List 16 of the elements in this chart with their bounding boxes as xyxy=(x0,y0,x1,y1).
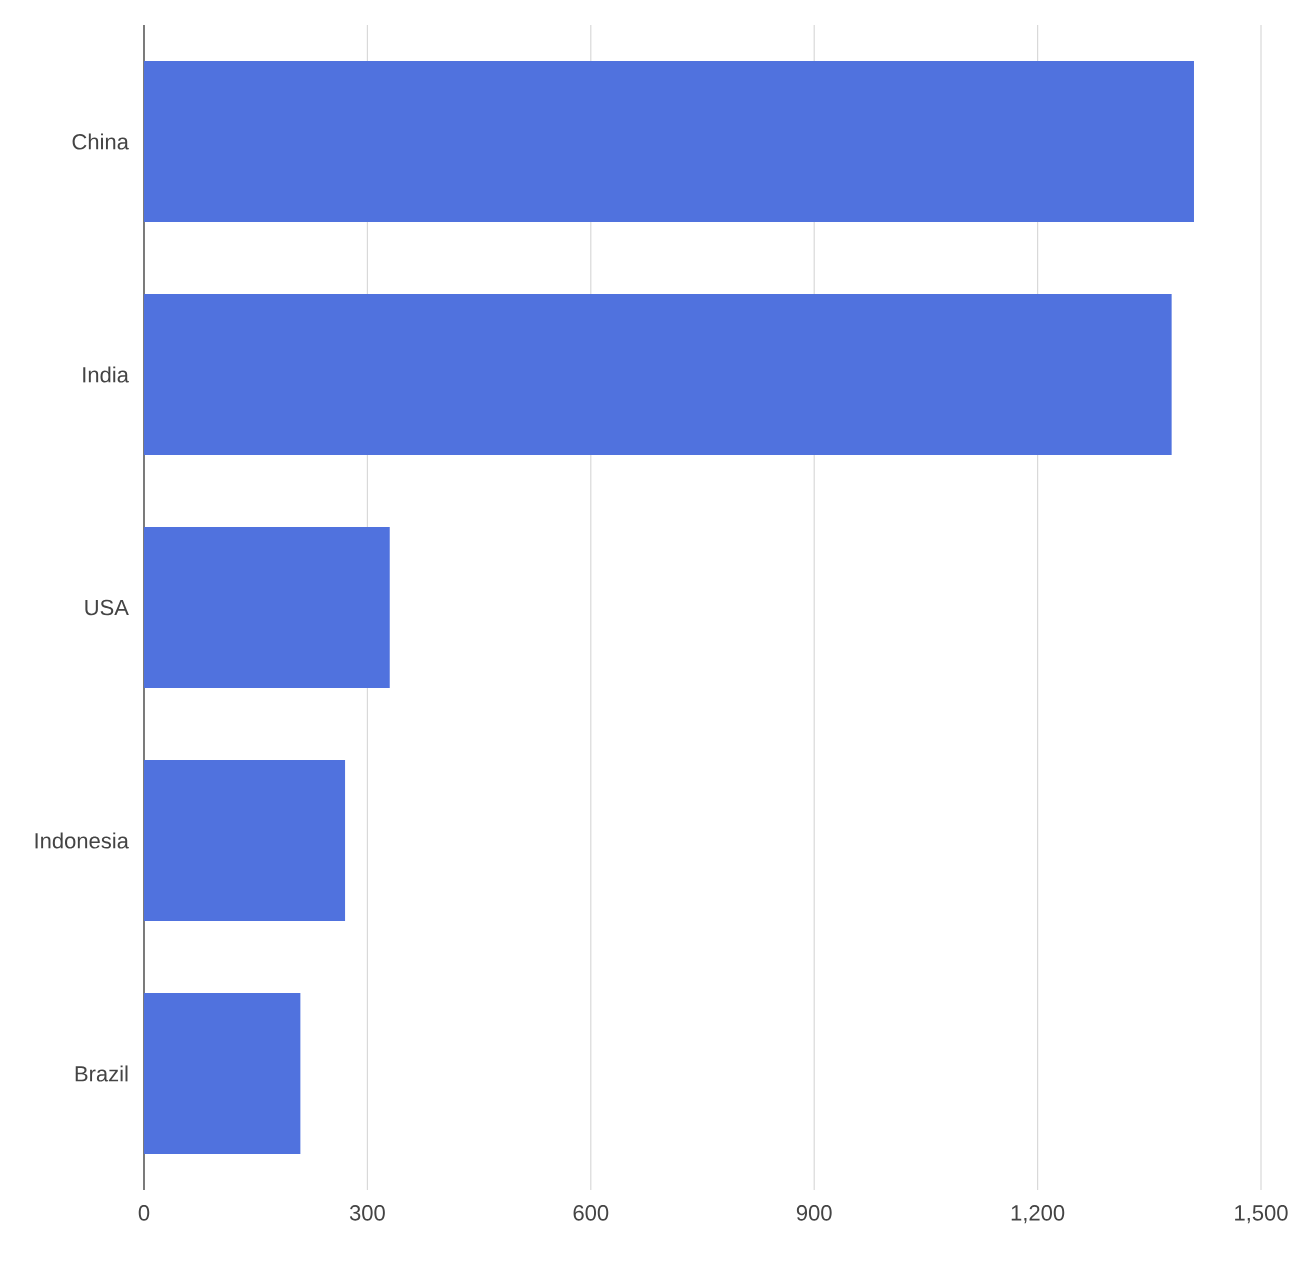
bar xyxy=(144,527,390,688)
bar xyxy=(144,993,301,1154)
y-tick-label: China xyxy=(72,133,129,150)
y-tick-label: Indonesia xyxy=(35,832,129,849)
y-tick-label: India xyxy=(83,366,129,383)
y-tick-label: Brazil xyxy=(75,1065,128,1082)
bar xyxy=(144,294,1172,455)
bar xyxy=(144,61,1194,222)
bar xyxy=(144,760,346,921)
x-tick-label: 1,500 xyxy=(1235,1205,1288,1224)
x-tick-label: 900 xyxy=(796,1205,832,1221)
x-tick-label: 1,200 xyxy=(1011,1205,1065,1224)
x-tick-label: 300 xyxy=(349,1205,385,1221)
x-tick-label: 0 xyxy=(138,1205,150,1221)
y-tick-label: USA xyxy=(85,599,129,616)
x-tick-label: 600 xyxy=(573,1205,609,1221)
